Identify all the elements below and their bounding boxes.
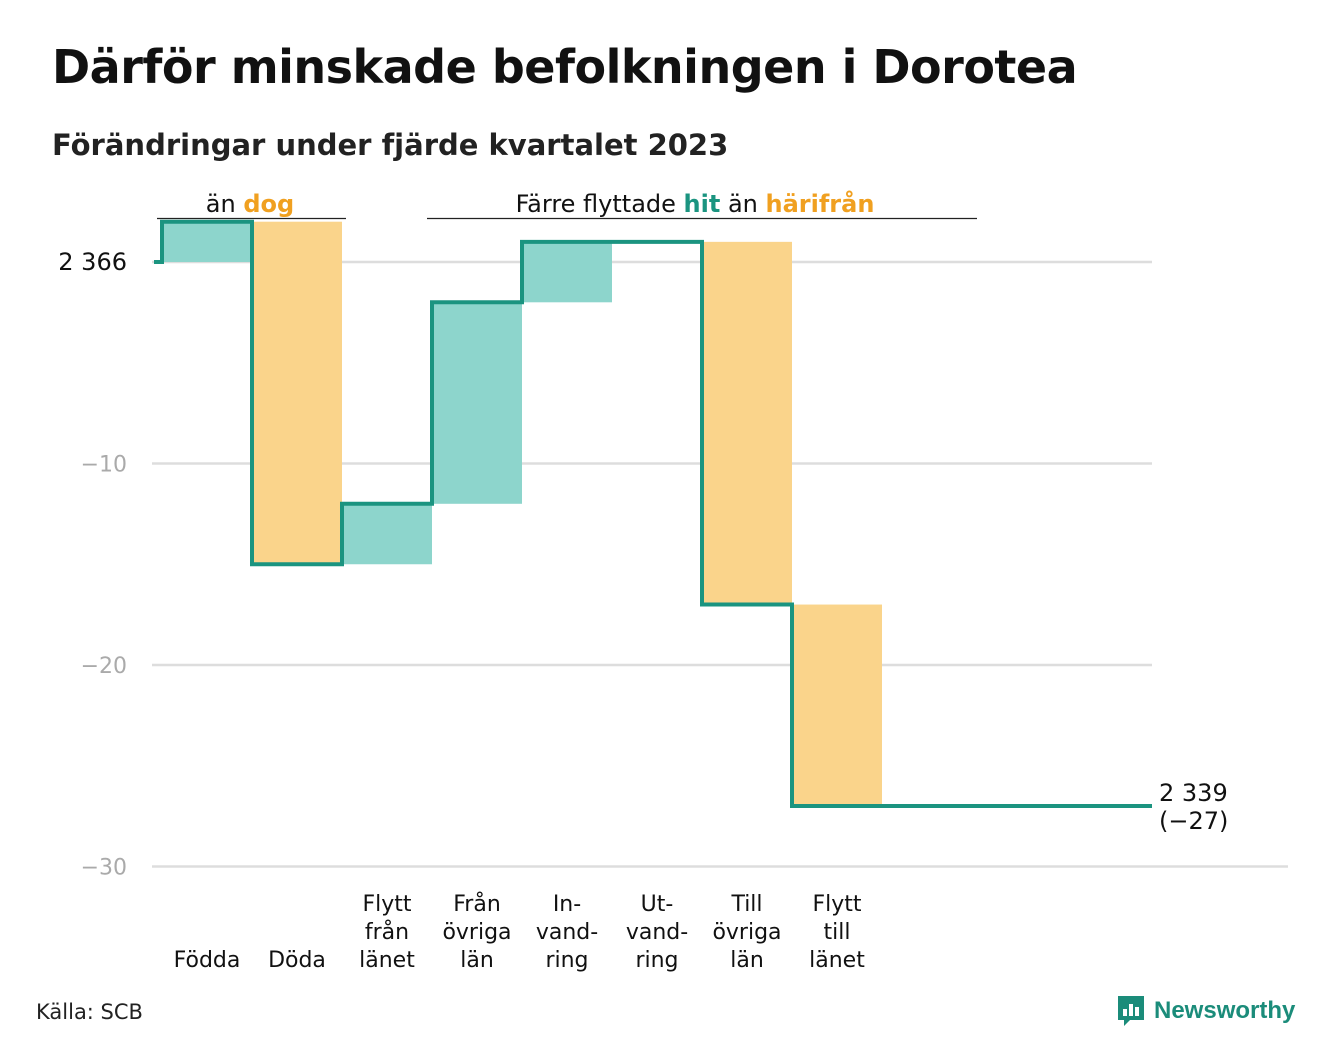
group-label-part: än <box>720 190 765 218</box>
y-tick-label: −20 <box>81 654 127 679</box>
category-label: Flytt <box>362 892 411 917</box>
bar-2 <box>252 221 342 565</box>
chart-title: Därför minskade befolkningen i Dorotea <box>52 40 1078 94</box>
category-label: län <box>460 948 494 973</box>
bar-3 <box>342 503 432 565</box>
category-label: Döda <box>268 948 326 973</box>
bar-5 <box>522 241 612 303</box>
category-label: Ut- <box>641 892 674 917</box>
bar-4 <box>432 302 522 504</box>
chart-subtitle: Förändringar under fjärde kvartalet 2023 <box>52 128 729 162</box>
group-label-part: dog <box>243 190 294 218</box>
category-label: vand- <box>626 920 688 945</box>
newsworthy-logo: Newsworthy <box>1116 994 1295 1028</box>
step-line <box>154 219 1152 809</box>
category-label: vand- <box>536 920 598 945</box>
category-label: från <box>365 919 409 945</box>
bar-7 <box>702 241 792 605</box>
end-value-label: 2 339 <box>1159 779 1228 807</box>
group-label-part: hit <box>684 190 721 218</box>
group-label-part: härifrån <box>766 189 875 218</box>
group-label: än dog <box>206 190 294 218</box>
category-label: ring <box>545 948 588 973</box>
category-label: Flytt <box>812 892 861 917</box>
group-label-part: än <box>206 190 244 218</box>
category-label: länet <box>809 948 865 973</box>
category-label: län <box>730 948 764 973</box>
y-tick-label: −10 <box>81 453 127 478</box>
y-tick-label: −30 <box>81 856 127 881</box>
category-label: Födda <box>174 948 241 973</box>
bar-8 <box>792 604 882 807</box>
group-label: Färre flyttade hit än härifrån <box>516 189 875 218</box>
logo-text: Newsworthy <box>1154 997 1296 1024</box>
newsworthy-chart-icon <box>1118 996 1144 1026</box>
category-label: Från <box>453 891 501 917</box>
category-label: In- <box>553 892 581 917</box>
group-label-part: Färre flyttade <box>516 190 684 218</box>
category-label: till <box>824 920 851 945</box>
y-tick-label: 2 366 <box>58 248 127 276</box>
end-value-label: (−27) <box>1159 807 1228 835</box>
source-note: Källa: SCB <box>36 1000 143 1024</box>
bar-1 <box>162 221 252 262</box>
category-label: länet <box>359 948 415 973</box>
category-label: Till <box>730 892 762 917</box>
category-label: övriga <box>442 920 511 945</box>
category-label: övriga <box>712 920 781 945</box>
category-label: ring <box>635 948 678 973</box>
